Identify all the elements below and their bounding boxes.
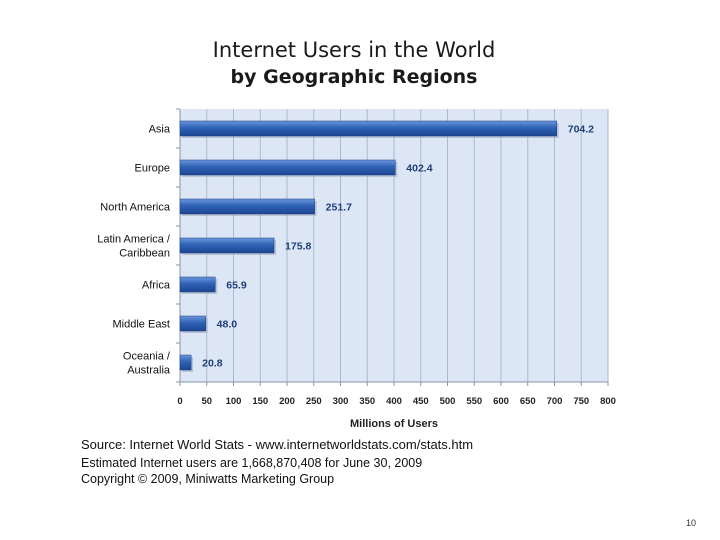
x-tick-label: 150 xyxy=(252,396,268,407)
bar xyxy=(179,276,216,293)
x-tick-label: 400 xyxy=(386,396,402,407)
category-label: Australia xyxy=(127,365,171,377)
x-tick-label: 350 xyxy=(359,396,375,407)
category-label: Caribbean xyxy=(119,248,170,260)
bar xyxy=(179,198,315,215)
bar xyxy=(179,354,192,371)
category-label: Asia xyxy=(149,124,171,136)
category-label: Oceania / xyxy=(123,351,171,363)
category-label: Europe xyxy=(135,163,170,175)
copyright-line: Copyright © 2009, Miniwatts Marketing Gr… xyxy=(81,472,335,486)
data-label: 65.9 xyxy=(226,280,247,292)
bar xyxy=(179,159,396,176)
category-label: North America xyxy=(100,202,171,214)
x-tick-label: 550 xyxy=(466,396,482,407)
x-tick-label: 600 xyxy=(493,396,509,407)
data-label: 251.7 xyxy=(326,202,352,214)
x-tick-label: 700 xyxy=(547,396,563,407)
page-number: 10 xyxy=(685,518,696,528)
category-label: Middle East xyxy=(113,319,170,331)
data-label: 175.8 xyxy=(285,241,311,253)
category-label: Latin America / xyxy=(97,234,171,246)
data-label: 704.2 xyxy=(568,124,594,136)
x-tick-label: 800 xyxy=(600,396,616,407)
bar xyxy=(179,120,557,137)
source-line: Source: Internet World Stats - www.inter… xyxy=(81,437,474,452)
chart-subtitle: by Geographic Regions xyxy=(230,66,478,88)
x-tick-label: 250 xyxy=(306,396,322,407)
x-axis-title: Millions of Users xyxy=(350,418,438,430)
x-tick-label: 50 xyxy=(201,396,212,407)
bar xyxy=(179,237,275,254)
estimate-line: Estimated Internet users are 1,668,870,4… xyxy=(81,456,423,470)
chart-title: Internet Users in the World xyxy=(212,38,496,62)
data-label: 402.4 xyxy=(406,163,432,175)
data-label: 20.8 xyxy=(202,358,223,370)
x-tick-label: 0 xyxy=(177,396,182,407)
x-tick-label: 750 xyxy=(573,396,589,407)
category-label: Africa xyxy=(142,280,171,292)
x-tick-label: 300 xyxy=(333,396,349,407)
x-tick-label: 650 xyxy=(520,396,536,407)
data-label: 48.0 xyxy=(217,319,238,331)
x-tick-label: 200 xyxy=(279,396,295,407)
x-tick-label: 100 xyxy=(226,396,242,407)
x-tick-label: 500 xyxy=(440,396,456,407)
bar xyxy=(179,315,206,332)
x-tick-label: 450 xyxy=(413,396,429,407)
